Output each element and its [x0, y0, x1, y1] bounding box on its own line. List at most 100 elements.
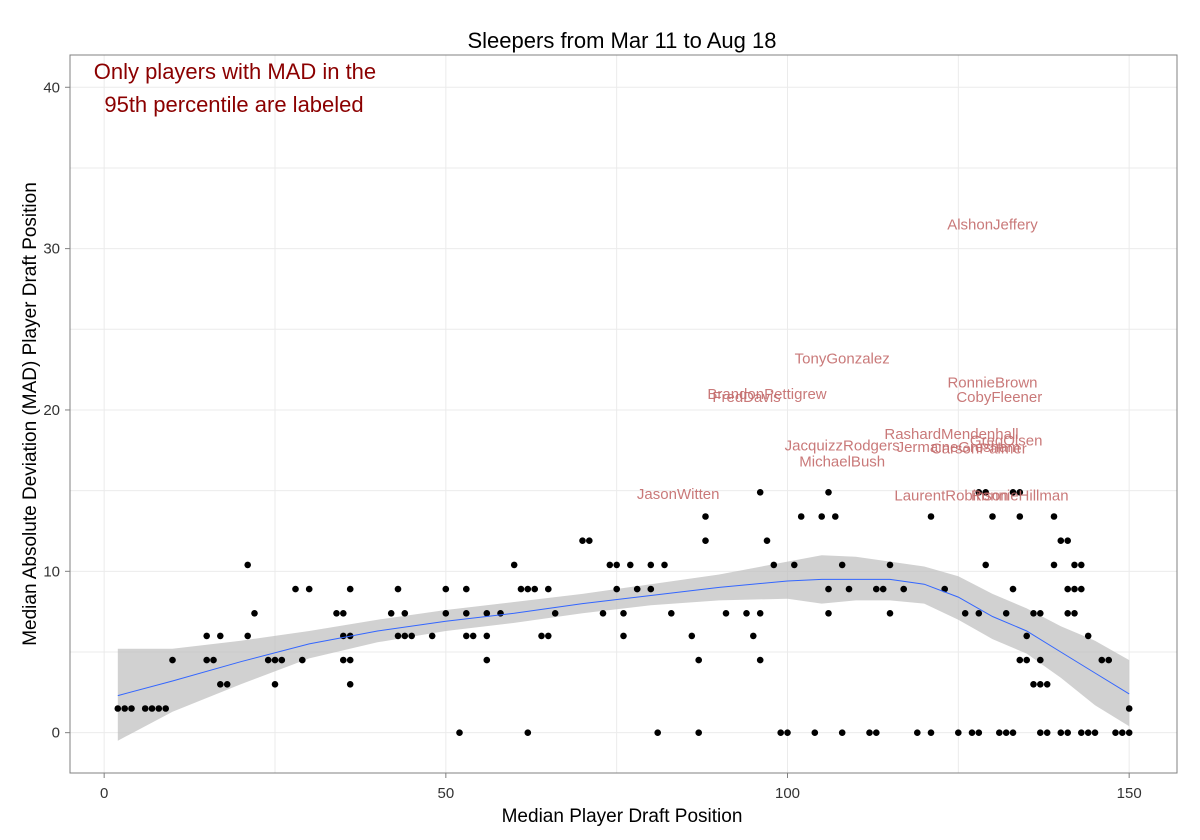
- data-point: [1078, 729, 1085, 736]
- data-point: [743, 610, 750, 617]
- data-point: [217, 632, 224, 640]
- data-point: [606, 561, 614, 569]
- data-point: [292, 585, 299, 593]
- data-point: [244, 561, 251, 569]
- data-point: [463, 610, 470, 617]
- data-point: [271, 681, 279, 688]
- data-point: [818, 513, 825, 520]
- data-point: [1037, 656, 1044, 664]
- data-point: [982, 489, 989, 496]
- x-tick-label: 100: [775, 785, 800, 802]
- data-point: [695, 656, 702, 664]
- data-point: [299, 656, 306, 664]
- data-point: [866, 729, 873, 736]
- data-point: [442, 610, 450, 617]
- data-point: [1064, 537, 1071, 544]
- data-point: [873, 729, 880, 736]
- data-point: [442, 585, 450, 593]
- data-point: [599, 610, 607, 617]
- data-point: [825, 610, 832, 617]
- data-point: [278, 656, 286, 664]
- data-point: [141, 705, 149, 712]
- data-point: [1030, 610, 1037, 617]
- panel-border: [69, 54, 1178, 774]
- data-point: [791, 561, 798, 569]
- data-point: [114, 705, 122, 712]
- data-point: [401, 610, 409, 617]
- data-point: [1009, 585, 1017, 593]
- data-point: [1071, 610, 1078, 617]
- data-point: [387, 610, 395, 617]
- data-point: [968, 729, 976, 736]
- ticks-layer: 0 50 100 150 0 10 20 30 40: [43, 79, 1141, 802]
- data-point: [1043, 681, 1051, 688]
- data-point: [148, 705, 156, 712]
- data-point: [1016, 656, 1024, 664]
- data-point: [886, 561, 894, 569]
- player-label: RashardMendenhall: [884, 426, 1018, 443]
- data-point: [408, 632, 416, 640]
- data-point: [524, 585, 532, 593]
- data-point: [483, 610, 491, 617]
- data-point: [1057, 537, 1065, 544]
- y-tick-label: 10: [43, 563, 60, 580]
- data-point: [428, 632, 436, 640]
- data-point: [483, 632, 491, 640]
- data-point: [668, 610, 675, 617]
- data-point: [1125, 705, 1133, 712]
- data-point: [886, 610, 894, 617]
- data-point: [483, 656, 491, 664]
- data-point: [545, 585, 552, 593]
- data-point: [456, 729, 463, 736]
- data-point: [879, 585, 887, 593]
- data-point: [162, 705, 169, 712]
- data-point: [620, 632, 627, 640]
- player-label: RonnieBrown: [947, 375, 1037, 392]
- data-point: [1016, 513, 1024, 520]
- grid-layer: [70, 55, 1177, 773]
- data-point: [340, 610, 347, 617]
- player-label: LaurentRobinson: [894, 488, 1008, 505]
- data-point: [702, 513, 709, 520]
- data-point: [722, 610, 730, 617]
- data-point: [1002, 610, 1010, 617]
- data-point: [217, 681, 224, 688]
- data-point: [579, 537, 586, 544]
- data-point: [661, 561, 668, 569]
- data-point: [203, 656, 210, 664]
- data-point: [838, 729, 846, 736]
- data-point: [750, 632, 757, 640]
- data-point: [346, 681, 354, 688]
- data-point: [128, 705, 135, 712]
- data-point: [223, 681, 231, 688]
- data-point: [1016, 489, 1024, 496]
- data-point: [1084, 632, 1092, 640]
- data-point: [401, 632, 409, 640]
- data-point: [989, 513, 996, 520]
- data-point: [695, 729, 702, 736]
- data-point: [510, 561, 518, 569]
- player-label: TonyGonzalez: [795, 350, 890, 367]
- data-point: [264, 656, 272, 664]
- data-point: [1037, 681, 1044, 688]
- data-point: [1091, 729, 1099, 736]
- data-point: [756, 656, 764, 664]
- data-point: [777, 729, 784, 736]
- data-point: [1050, 513, 1058, 520]
- data-point: [1078, 585, 1085, 593]
- data-point: [1037, 729, 1044, 736]
- annotation-note: Only players with MAD in the 95th percen…: [94, 59, 383, 117]
- player-label: CobyFleener: [956, 389, 1042, 406]
- data-point: [941, 585, 948, 593]
- data-point: [825, 489, 832, 496]
- data-point: [613, 585, 620, 593]
- player-label: BrandonPettigrew: [707, 386, 826, 403]
- player-label: JacquizzRodgers: [785, 438, 900, 455]
- y-tick-label: 0: [52, 725, 60, 742]
- data-point: [1050, 561, 1058, 569]
- data-point: [394, 632, 402, 640]
- x-tick-label: 0: [100, 785, 108, 802]
- data-point: [927, 729, 935, 736]
- data-point: [763, 537, 771, 544]
